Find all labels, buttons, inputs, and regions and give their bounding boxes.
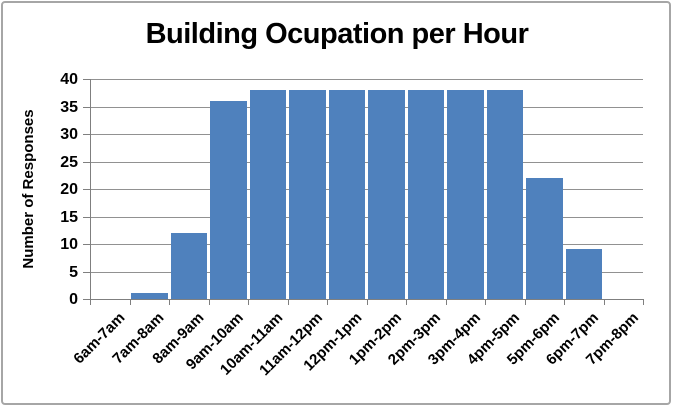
gridline-y-25 xyxy=(91,161,643,163)
gridline-y-15 xyxy=(91,216,643,218)
bar-7am-8am xyxy=(131,293,168,299)
gridline-y-35 xyxy=(91,106,643,108)
x-tick-13 xyxy=(603,300,605,305)
bar-9am-10am xyxy=(210,101,247,299)
x-tick-14 xyxy=(643,300,644,305)
gridline-y-20 xyxy=(91,189,643,190)
bar-10am-11am xyxy=(249,90,286,299)
y-axis-line xyxy=(90,79,91,300)
y-tick-30 xyxy=(83,134,90,135)
bar-12pm-1pm xyxy=(328,90,365,299)
bar-11am-12pm xyxy=(289,90,326,299)
x-tick-3 xyxy=(208,300,210,305)
x-tick-1 xyxy=(129,300,131,305)
y-tick-40 xyxy=(83,79,90,80)
y-tick-label-25: 25 xyxy=(60,153,78,171)
y-tick-35 xyxy=(83,106,90,108)
x-axis-line xyxy=(90,299,644,300)
x-tick-11 xyxy=(524,300,526,305)
bar-1pm-2pm xyxy=(368,90,405,299)
gridline-y-40 xyxy=(91,79,643,80)
bar-6pm-7pm xyxy=(565,249,602,299)
x-tick-6 xyxy=(327,300,328,305)
x-tick-7 xyxy=(366,300,368,305)
y-tick-label-30: 30 xyxy=(60,126,78,143)
bar-3pm-4pm xyxy=(447,90,484,299)
y-tick-label-10: 10 xyxy=(60,236,78,253)
y-tick-5 xyxy=(83,271,90,273)
x-tick-10 xyxy=(485,300,486,305)
y-tick-label-0: 0 xyxy=(69,291,78,308)
x-tick-9 xyxy=(445,300,447,305)
y-tick-label-40: 40 xyxy=(60,71,78,88)
gridline-y-10 xyxy=(91,244,643,245)
bar-5pm-6pm xyxy=(526,178,563,299)
gridline-y-30 xyxy=(91,134,643,135)
y-tick-label-20: 20 xyxy=(60,181,78,198)
chart-title: Building Ocupation per Hour xyxy=(145,18,529,50)
x-tick-5 xyxy=(287,300,289,305)
y-tick-20 xyxy=(83,189,90,190)
x-tick-2 xyxy=(169,300,170,305)
y-tick-label-5: 5 xyxy=(69,263,78,281)
bar-4pm-5pm xyxy=(486,90,523,299)
x-tick-0 xyxy=(90,300,91,305)
y-tick-label-15: 15 xyxy=(60,208,78,226)
bar-8am-9am xyxy=(170,233,207,299)
x-tick-8 xyxy=(406,300,407,305)
y-tick-label-35: 35 xyxy=(60,98,78,116)
y-tick-25 xyxy=(83,161,90,163)
x-tick-4 xyxy=(248,300,249,305)
bar-2pm-3pm xyxy=(407,90,444,299)
y-tick-10 xyxy=(83,244,90,245)
y-tick-15 xyxy=(83,216,90,218)
x-tick-12 xyxy=(564,300,565,305)
gridline-y-5 xyxy=(91,271,643,273)
y-tick-0 xyxy=(83,299,90,300)
